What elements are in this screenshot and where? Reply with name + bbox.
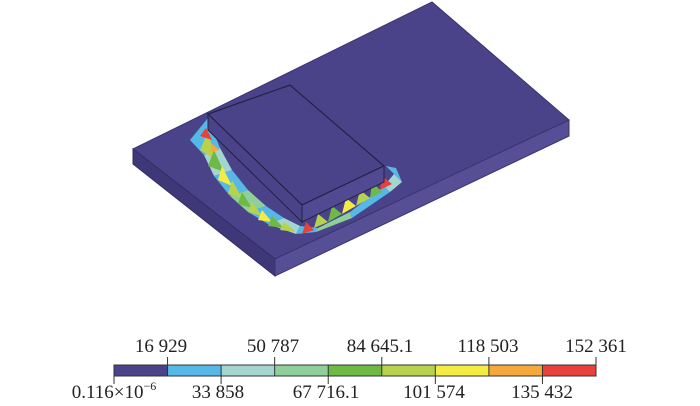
colorbar-lower-label: 0.116×10−6 xyxy=(72,379,157,403)
component-right-face xyxy=(301,165,385,223)
colorbar-upper-label: 84 645.1 xyxy=(347,336,414,357)
colorbar-lower-label: 67 716.1 xyxy=(293,382,360,403)
colorbar-swatch xyxy=(167,365,222,376)
base-plate-right-edge xyxy=(274,119,570,277)
colorbar-upper-label: 50 787 xyxy=(247,336,299,357)
colorbar-lower-label-base: 0.116×10 xyxy=(72,382,144,403)
colorbar-upper-label: 152 361 xyxy=(565,336,627,357)
colorbar-swatch xyxy=(328,365,382,376)
colorbar-lower-label: 101 574 xyxy=(403,382,465,403)
colorbar-upper-label: 16 929 xyxy=(135,336,187,357)
colorbar-swatch xyxy=(542,365,596,376)
colorbar-lower-label-exponent: −6 xyxy=(143,379,156,393)
colorbar-upper-label: 118 503 xyxy=(457,336,518,357)
colorbar: 16 929 50 787 84 645.1 118 503 152 361 0… xyxy=(72,336,627,403)
colorbar-ticks xyxy=(113,357,597,384)
colorbar-swatch xyxy=(274,365,329,376)
colorbar-swatch xyxy=(381,365,436,376)
stress-contour-region xyxy=(190,118,402,234)
colorbar-swatch xyxy=(221,365,275,376)
colorbar-swatch xyxy=(114,365,168,376)
colorbar-swatch xyxy=(488,365,543,376)
colorbar-lower-label: 135 432 xyxy=(511,382,573,403)
colorbar-swatches xyxy=(113,364,597,377)
fea-model xyxy=(132,1,570,278)
colorbar-lower-label: 33 858 xyxy=(192,382,244,403)
colorbar-swatch xyxy=(435,365,489,376)
